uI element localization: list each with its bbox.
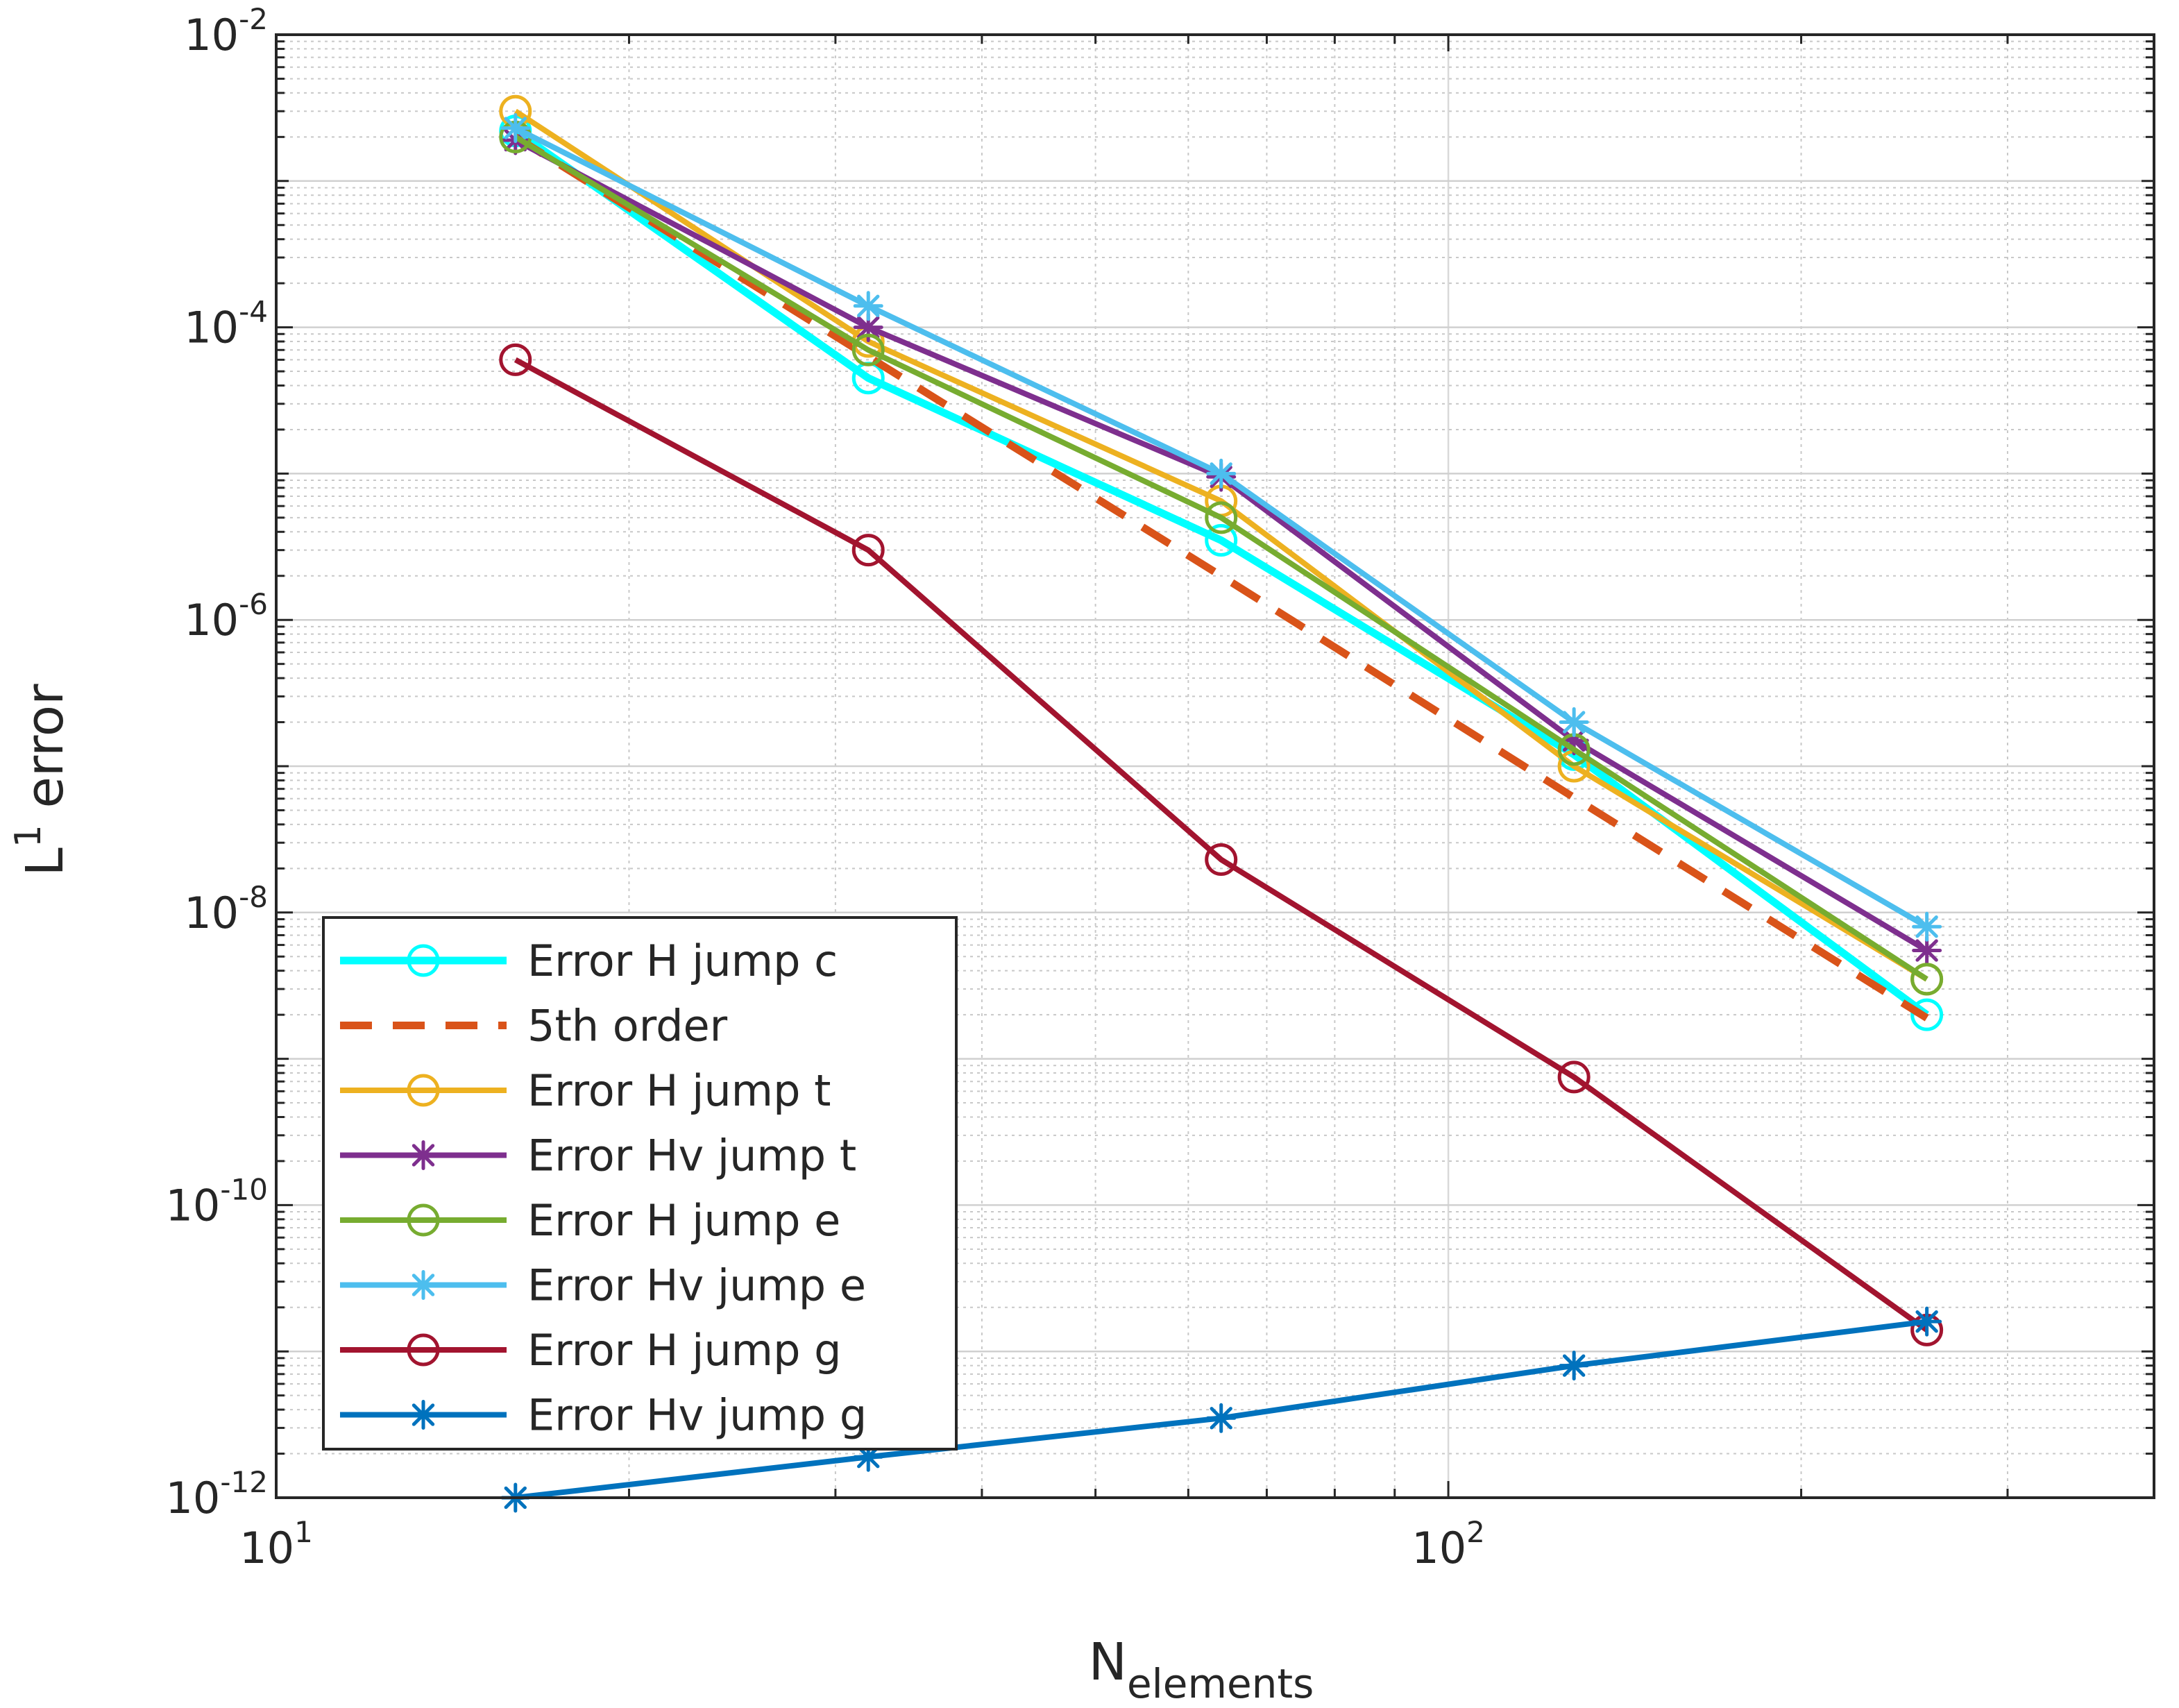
legend-item: Error H jump e [340,1195,840,1246]
x-tick-label: 102 [1411,1515,1485,1573]
data-point-circle [1910,998,1944,1031]
data-point-star [1559,707,1589,738]
y-tick-label: 10-10 [165,1172,268,1231]
legend-box [322,916,958,1451]
series-line [513,128,1929,1018]
data-point-circle [407,1333,440,1367]
legend-item: Error Hv jump g [340,1390,867,1441]
data-point-star [1559,1351,1589,1381]
data-point-star [1206,1403,1237,1433]
y-axis-label-rest: error [15,684,75,825]
data-point-circle [1557,1060,1591,1094]
data-point-star [1912,936,1942,966]
legend-item: Error H jump g [340,1325,842,1376]
data-point-star [408,1270,439,1300]
data-point-circle [851,333,885,366]
data-point-star [500,113,531,144]
x-axis-label: Nelements [1089,1632,1314,1707]
y-axis-label: L1 error [8,684,75,877]
y-axis-label-base: L [15,847,75,876]
data-point-star [408,1400,439,1430]
legend-label: Error H jump t [527,1065,831,1116]
series-line [514,134,1928,982]
x-axis-label-base: N [1089,1632,1127,1692]
legend-label: Error H jump e [527,1195,840,1246]
legend-label: Error Hv jump g [527,1390,867,1441]
data-point-circle [1910,963,1944,996]
legend-item: Error H jump c [340,936,838,986]
data-point-circle [499,343,532,376]
legend-label: Error Hv jump e [527,1260,866,1311]
data-point-circle [851,534,885,567]
y-tick-label: 10-8 [184,880,268,938]
data-point-circle [1205,524,1238,557]
legend: Error H jump c 5th order Error H jump t Err… [322,916,958,1451]
legend-item: Error Hv jump t [340,1131,856,1181]
data-point-star [853,291,883,321]
legend-label: Error Hv jump t [527,1131,856,1181]
x-tick-label: 101 [239,1515,313,1573]
x-axis-label-subscript: elements [1127,1660,1314,1707]
legend-item: Error H jump t [340,1065,831,1116]
series-error-h-jump-g [499,343,1944,1346]
legend-label: Error H jump g [527,1325,842,1376]
axis-labels: Nelements L1 error [8,684,1314,1707]
y-tick-label: 10-2 [184,2,268,60]
axis-ticks: 101 102 10-12 10-10 10-8 10-6 10-4 10-2 [165,2,2155,1573]
data-point-star [408,1140,439,1170]
series-line [514,357,1928,1333]
series-layer [499,94,1944,1513]
y-axis-label-superscript: 1 [8,825,49,847]
data-point-circle [1205,843,1238,877]
data-point-circle [407,1203,440,1237]
data-point-circle [1205,501,1238,534]
legend-label: Error H jump c [527,936,838,986]
series-5th-order [513,133,1929,1022]
data-point-star [1206,458,1237,489]
data-point-circle [407,1074,440,1107]
y-tick-label: 10-6 [184,587,268,645]
series-error-hv-jump-e [500,113,1942,942]
legend-label: 5th order [527,1001,728,1051]
series-line [513,133,1929,1022]
data-point-star [1912,1306,1942,1337]
legend-item: Error Hv jump e [340,1260,866,1311]
y-tick-label: 10-4 [184,295,268,353]
data-point-circle [407,944,440,977]
legend-item: 5th order [340,1001,728,1051]
data-point-star [1912,911,1942,942]
y-tick-label: 10-12 [165,1465,268,1523]
